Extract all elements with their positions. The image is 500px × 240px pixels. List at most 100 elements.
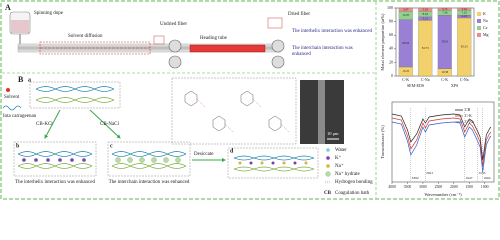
legend-label: Na⁺ hydrate (335, 171, 360, 177)
y-axis-title: Metal element proportion (at%) (380, 13, 385, 71)
x-tick-label: 2000 (450, 185, 458, 189)
value-label: 81.73 (422, 46, 429, 50)
ion (82, 158, 86, 162)
sem-fiber (318, 80, 325, 144)
molecule (212, 115, 226, 132)
h-bond (196, 98, 206, 108)
panel-label: B (18, 75, 24, 84)
h-bond (224, 123, 234, 133)
label: Dried fiber (288, 12, 310, 17)
ion (163, 157, 169, 163)
roller (168, 39, 182, 53)
caption: The interchain interaction was enhanced (108, 180, 190, 185)
carrageenan-icon (2, 105, 22, 111)
x-tick-label: 1000 (481, 185, 489, 189)
ion (34, 158, 38, 162)
legend-swatch (477, 26, 481, 30)
value-label: 5.07 (403, 7, 409, 11)
legend-label: Hydrogen bonding (335, 180, 373, 185)
label: Solvent (4, 95, 20, 100)
roller (168, 55, 182, 69)
legend-swatch (477, 19, 481, 23)
y-tick-label: 100 (387, 5, 393, 10)
label: Heading tube (200, 36, 228, 41)
ion (271, 161, 275, 165)
note: The interchain interaction was enhanced (292, 46, 353, 57)
legend-label: Mg (483, 32, 489, 37)
fiber-zoom (267, 17, 283, 29)
ion (46, 158, 50, 162)
legend-label: C-Na (465, 119, 474, 124)
ion (139, 157, 145, 163)
legend-label: Na⁺ (335, 163, 344, 169)
box-b (13, 141, 97, 177)
helix (233, 155, 315, 161)
panel-label: c (110, 143, 113, 149)
decoration (17, 86, 315, 172)
ion (151, 157, 157, 163)
molecule (184, 90, 198, 107)
ion (293, 161, 297, 165)
value-label: 7.25 (462, 10, 468, 14)
ion (58, 158, 62, 162)
bar-segment (457, 7, 472, 11)
legend-label: K (483, 11, 486, 16)
group-label: SEM-EDS (407, 83, 424, 88)
fiber-zoom (153, 35, 165, 45)
label: CB-NaCl (100, 122, 120, 127)
legend-symbol (326, 164, 330, 168)
line-series (391, 117, 492, 167)
legend-label: Ca (483, 25, 488, 30)
structure-box (171, 77, 297, 145)
label: Desiccate (194, 152, 214, 157)
dope-liquid (11, 20, 29, 33)
bar-segment (418, 7, 433, 12)
helix (111, 163, 187, 169)
ion (175, 157, 181, 163)
legend-label: Na (483, 18, 488, 23)
helix (111, 151, 187, 157)
value-label: 10.58 (441, 70, 448, 74)
legend-swatch (477, 33, 481, 37)
ion (115, 157, 121, 163)
panel-label: a (28, 77, 31, 83)
h-bond (252, 98, 262, 108)
abbr: CB (324, 191, 332, 196)
value-label: 78.91 (441, 40, 448, 44)
y-tick-label: 20 (389, 59, 393, 64)
label: Solvent diffusion (68, 34, 103, 39)
x-tick-label: 1500 (465, 185, 473, 189)
helix (35, 97, 115, 103)
x-tick-label: 2500 (435, 185, 443, 189)
value-label: 13.25 (402, 69, 409, 73)
abbr-full: Coagulation bath (335, 191, 370, 196)
plot-frame (395, 7, 475, 77)
figure: A Spinning dope Solvent diffusion Undrie… (0, 0, 500, 200)
ion (70, 158, 74, 162)
y-tick-label: 40 (389, 46, 393, 51)
arrow (44, 109, 61, 139)
value-label: 5.21 (423, 16, 429, 20)
figure-border (0, 0, 500, 200)
line-series (391, 121, 492, 173)
note: The interhelix interaction was enhanced (292, 29, 372, 34)
legend-symbol (326, 148, 330, 152)
roller (271, 39, 285, 53)
x-tick-label: C-K (441, 77, 448, 82)
plot-frame (391, 101, 495, 183)
ion (304, 161, 308, 165)
label: Spinning dope (34, 11, 64, 16)
value-label: 85.33 (461, 45, 468, 49)
x-tick-label: 3000 (419, 185, 427, 189)
label: CB-KCl (36, 122, 53, 127)
panel-label: A (5, 3, 11, 12)
helix (35, 86, 115, 92)
heating-tube (189, 44, 266, 53)
helix (17, 151, 93, 157)
group-label: XPS (451, 83, 458, 88)
value-label: 3.24 (462, 7, 468, 11)
y-axis-title: Transmittance (%) (380, 125, 385, 159)
caption: The interhelix interaction was enhanced (15, 180, 95, 185)
value-label: 12.05 (402, 13, 409, 17)
peak-label: 1233 (478, 171, 485, 175)
